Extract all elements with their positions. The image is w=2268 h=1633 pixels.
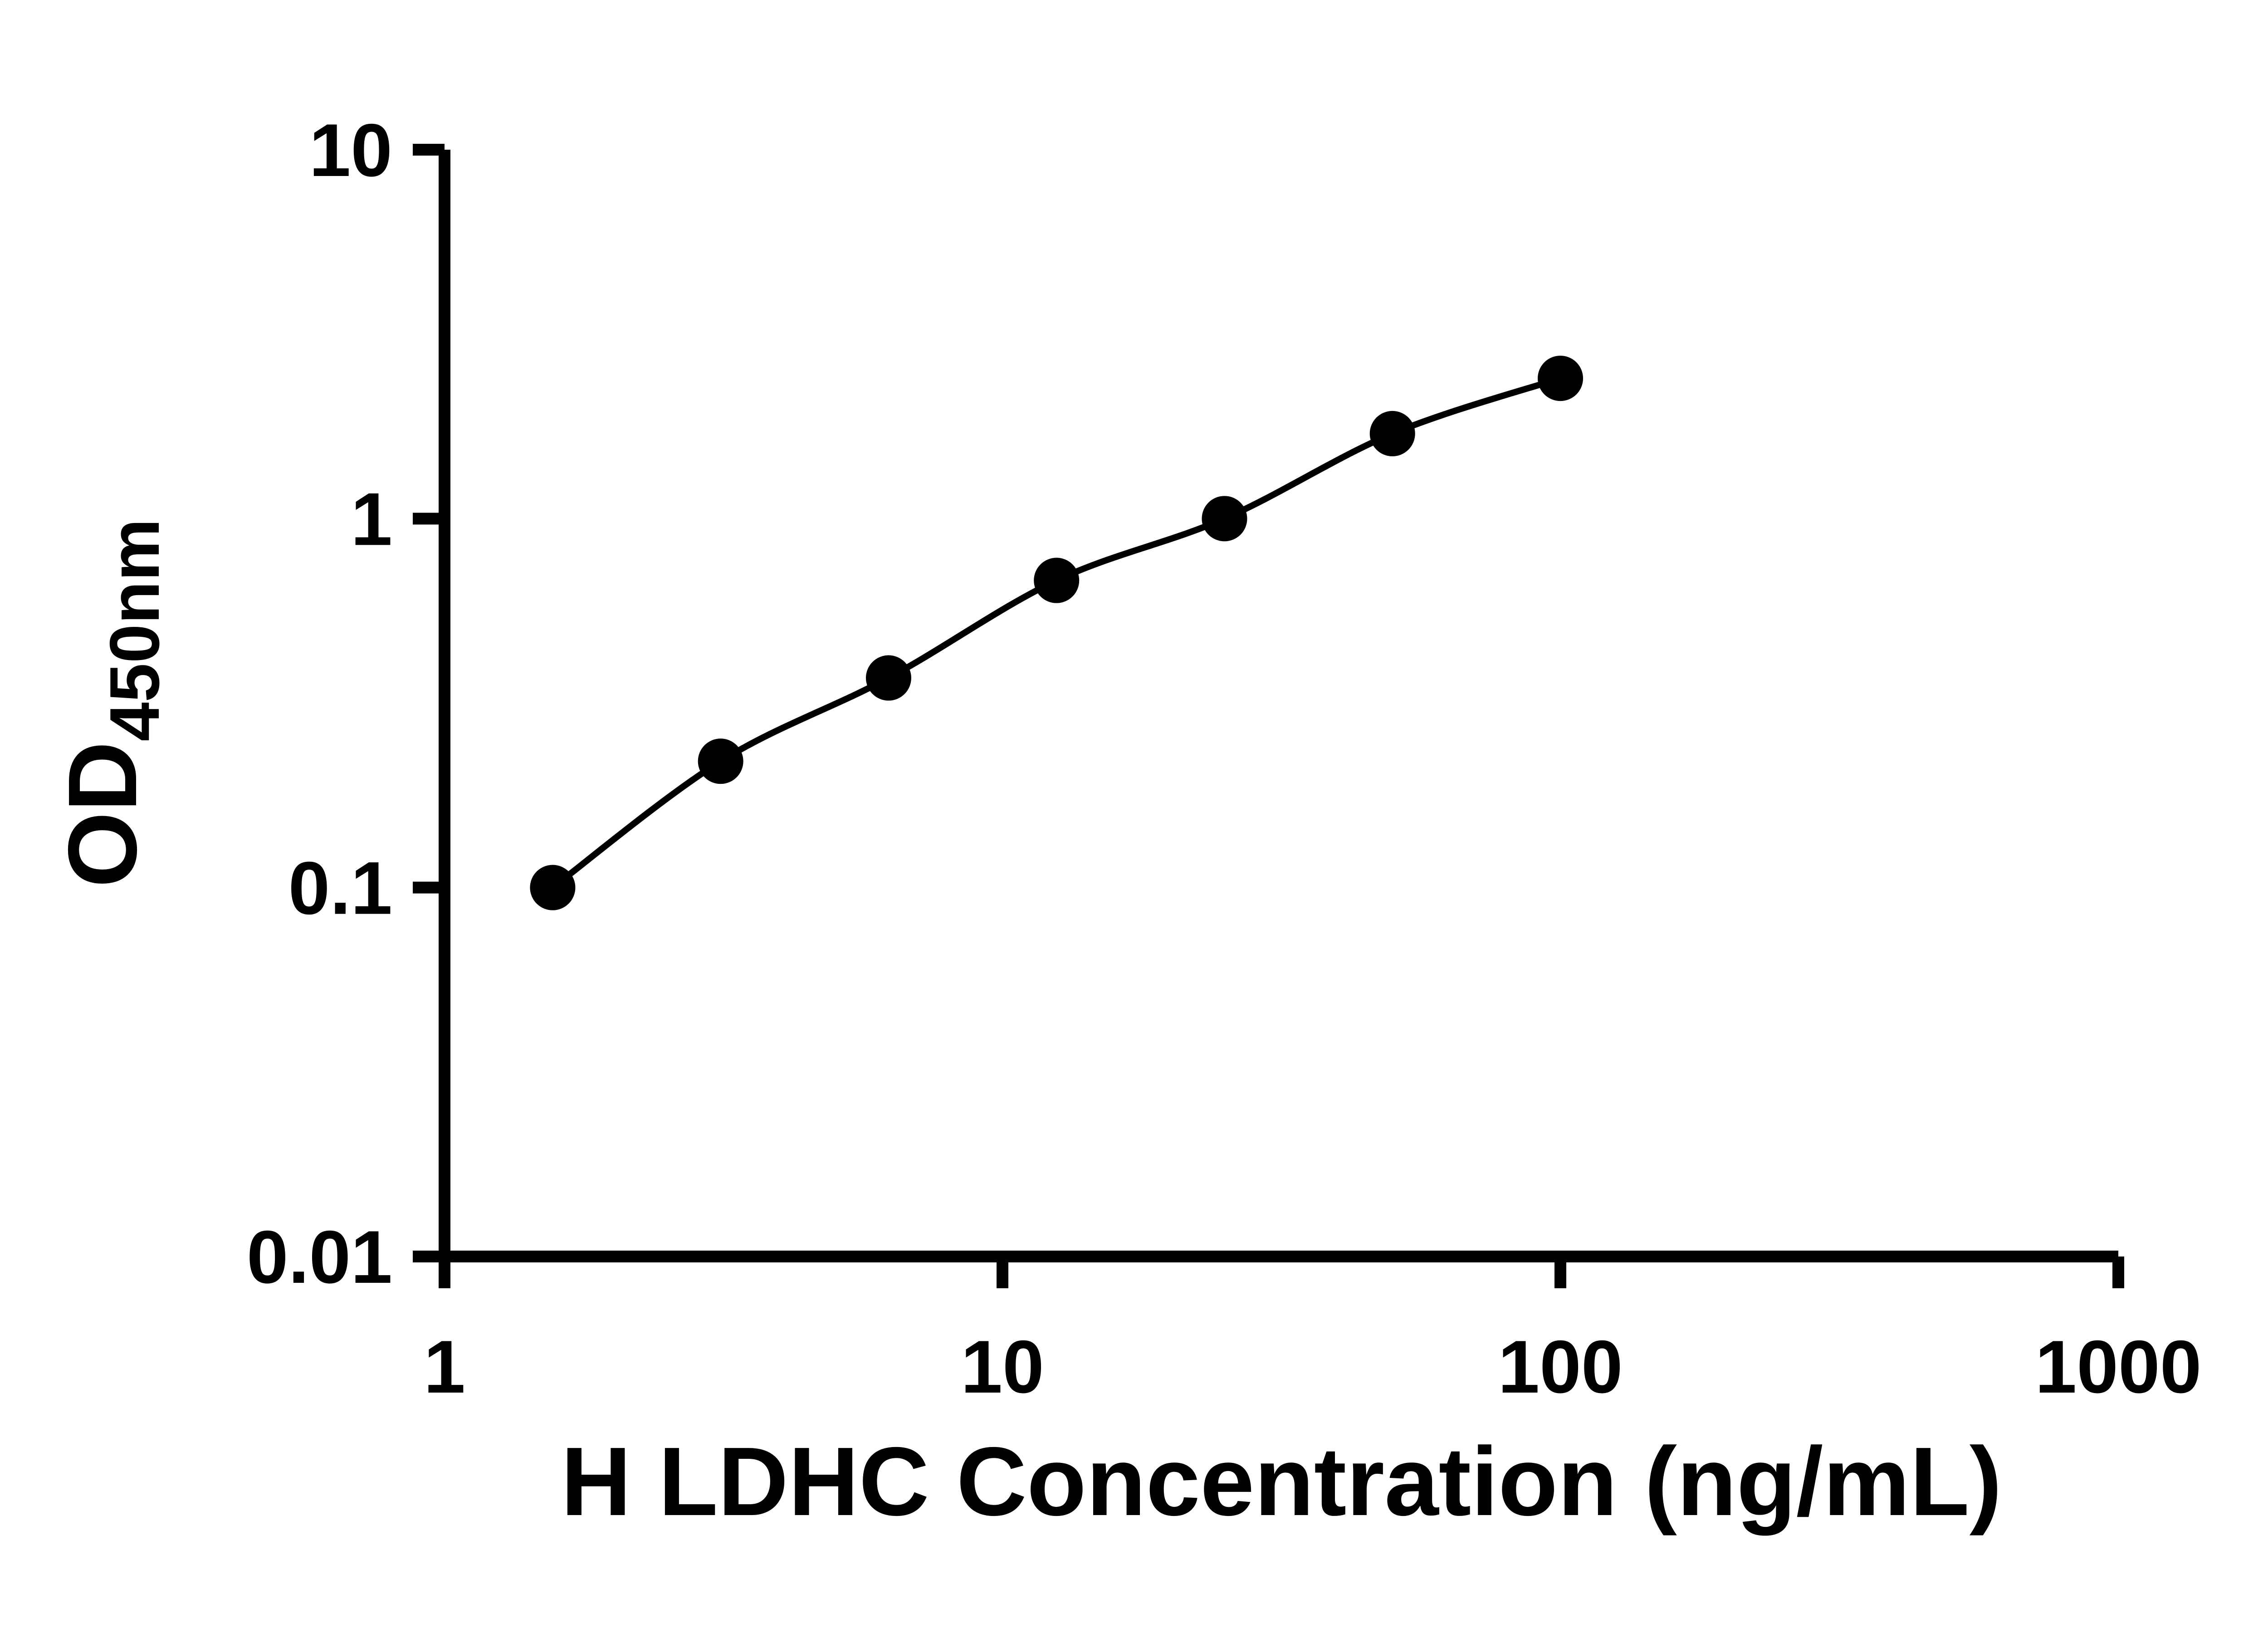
x-tick-label: 10 — [961, 1325, 1044, 1408]
y-tick-label: 1 — [351, 477, 392, 561]
x-axis-label: H LDHC Concentration (ng/mL) — [561, 1427, 2002, 1536]
y-tick-label: 0.01 — [247, 1215, 392, 1299]
data-point-marker — [1369, 411, 1415, 456]
y-axis-label: OD450nm — [48, 518, 174, 888]
plot-area: 0.01 0.1 1 10 1 10 100 1000 — [247, 108, 2202, 1408]
y-tick-label: 0.1 — [288, 846, 392, 930]
y-tick-label: 10 — [309, 108, 392, 192]
axis-lines — [439, 150, 2118, 1262]
data-point-marker — [530, 865, 576, 910]
data-point-marker — [1538, 356, 1583, 401]
standard-curve-line — [549, 375, 1564, 891]
data-point-marker — [1034, 557, 1080, 603]
x-tick-label: 1000 — [2035, 1325, 2201, 1408]
data-point-marker — [1202, 496, 1247, 542]
y-axis-label-main: OD — [48, 741, 157, 888]
data-point-marker — [698, 738, 743, 784]
data-point-marker — [865, 655, 911, 701]
x-tick-label: 100 — [1498, 1325, 1623, 1408]
x-tick-label: 1 — [424, 1325, 465, 1408]
y-axis-label-subscript: 450nm — [95, 518, 174, 741]
